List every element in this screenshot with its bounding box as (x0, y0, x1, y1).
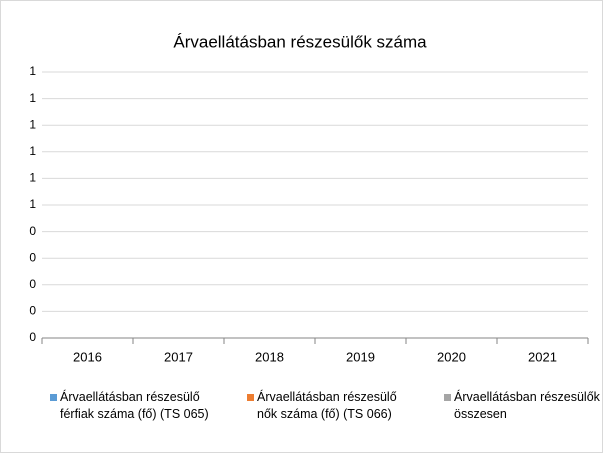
legend-label: Árvaellátásban részesülő nők száma (fő) … (257, 390, 397, 421)
x-tick-label: 2017 (164, 349, 193, 364)
x-tick-label: 2016 (73, 349, 102, 364)
legend-item: Árvaellátásban részesülő nők száma (fő) … (247, 389, 444, 423)
legend-label: Árvaellátásban részesülő férfiak száma (… (60, 390, 209, 421)
legend-swatch (444, 394, 451, 401)
y-tick-label: 1 (29, 64, 36, 78)
x-tick-label: 2021 (528, 349, 557, 364)
legend-swatch (247, 394, 254, 401)
y-tick-label: 1 (29, 171, 36, 185)
legend-item: Árvaellátásban részesülő férfiak száma (… (50, 389, 247, 423)
legend-label: Árvaellátásban részesülők összesen (454, 390, 600, 421)
x-tick-label: 2020 (437, 349, 466, 364)
y-tick-label: 0 (29, 250, 36, 264)
x-tick-label: 2019 (346, 349, 375, 364)
legend: Árvaellátásban részesülő férfiak száma (… (50, 389, 603, 423)
y-tick-label: 0 (29, 330, 36, 344)
chart-title: Árvaellátásban részesülők száma (173, 32, 427, 51)
x-tick-label: 2018 (255, 349, 284, 364)
legend-item: Árvaellátásban részesülők összesen (444, 389, 603, 423)
y-tick-label: 0 (29, 277, 36, 291)
y-tick-label: 1 (29, 91, 36, 105)
y-tick-label: 0 (29, 304, 36, 318)
y-tick-label: 1 (29, 144, 36, 158)
y-tick-label: 0 (29, 224, 36, 238)
y-tick-label: 1 (29, 117, 36, 131)
y-tick-label: 1 (29, 197, 36, 211)
legend-swatch (50, 394, 57, 401)
